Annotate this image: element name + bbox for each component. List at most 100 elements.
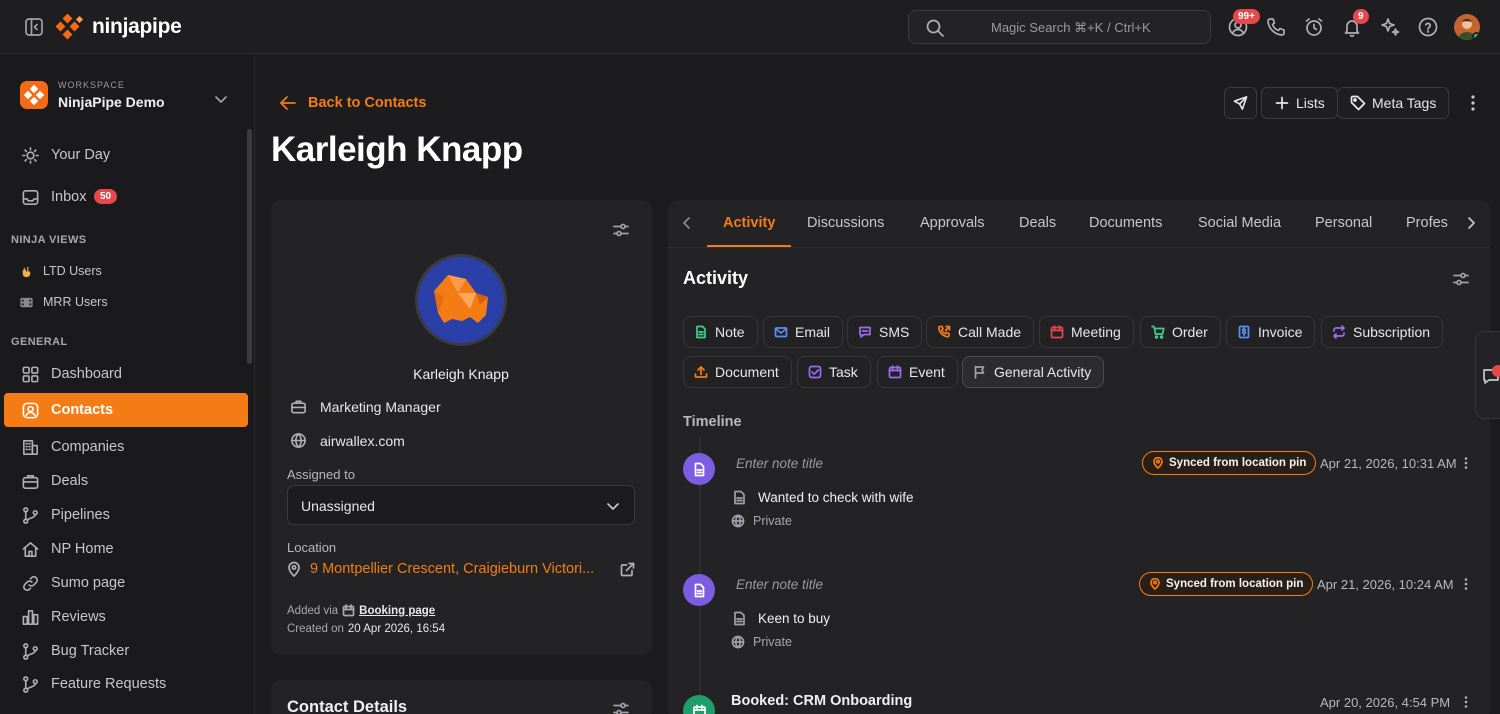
chevron-right-icon[interactable] — [1464, 216, 1478, 230]
briefcase-icon — [21, 472, 40, 491]
sidebar-scrollbar[interactable] — [247, 129, 252, 364]
chip-meeting[interactable]: Meeting — [1039, 316, 1134, 348]
magic-search-input[interactable]: Magic Search ⌘+K / Ctrl+K — [908, 10, 1211, 44]
chip-event[interactable]: Event — [877, 356, 958, 388]
note-title-input[interactable]: Enter note title — [736, 577, 824, 592]
chip-note[interactable]: Note — [683, 316, 758, 348]
sms-icon — [859, 326, 871, 338]
added-via-value[interactable]: Booking page — [359, 604, 436, 617]
sidebar-item-contacts[interactable]: Contacts — [4, 393, 248, 427]
alarm-clock-icon[interactable] — [1303, 16, 1325, 38]
assigned-to-select[interactable]: Unassigned — [287, 485, 635, 525]
calendar-icon — [692, 704, 706, 714]
globe-icon — [731, 514, 745, 528]
phone-icon[interactable] — [1265, 16, 1287, 38]
plus-icon — [1275, 96, 1289, 110]
timeline-timestamp: Apr 21, 2026, 10:31 AM — [1320, 456, 1457, 471]
sidebar-item-label: MRR Users — [43, 295, 108, 309]
sparkles-icon[interactable] — [1379, 16, 1401, 38]
sidebar-item-np-home[interactable]: NP Home — [0, 532, 248, 566]
brand-logo[interactable]: ninjapipe — [56, 14, 182, 40]
job-title: Marketing Manager — [320, 398, 441, 415]
chip-order[interactable]: Order — [1140, 316, 1221, 348]
note-title-input[interactable]: Enter note title — [736, 456, 824, 471]
sidebar-item-your-day[interactable]: Your Day — [0, 138, 248, 172]
sidebar-item-reviews[interactable]: Reviews — [0, 600, 248, 634]
document-icon — [694, 583, 704, 597]
website-row[interactable]: airwallex.com — [290, 432, 405, 449]
timeline-meeting-marker — [683, 695, 715, 714]
repeat-icon — [1333, 325, 1345, 339]
sliders-icon[interactable] — [612, 700, 630, 714]
chip-email[interactable]: Email — [763, 316, 844, 348]
location-link[interactable]: 9 Montpellier Crescent, Craigieburn Vict… — [287, 561, 637, 577]
sidebar-item-feature-requests[interactable]: Feature Requests — [0, 667, 248, 701]
sidebar-item-pipelines[interactable]: Pipelines — [0, 498, 248, 532]
sidebar-toggle-icon[interactable] — [24, 17, 44, 37]
chevron-down-icon — [607, 503, 619, 510]
arrow-left-icon — [280, 96, 296, 110]
sliders-icon[interactable] — [1452, 270, 1470, 288]
tab-personal[interactable]: Personal — [1315, 215, 1373, 231]
user-avatar[interactable] — [1454, 14, 1480, 40]
sidebar-item-label: Inbox — [51, 189, 87, 205]
invoice-icon — [1238, 325, 1250, 339]
tab-deals[interactable]: Deals — [1019, 215, 1057, 231]
contact-icon — [21, 401, 40, 420]
send-button[interactable] — [1224, 87, 1257, 119]
sidebar-item-deals[interactable]: Deals — [0, 464, 248, 498]
chip-call-made[interactable]: Call Made — [926, 316, 1035, 348]
sidebar-item-label: Reviews — [51, 609, 106, 625]
job-title-row: Marketing Manager — [290, 398, 441, 415]
sidebar-item-sumo-page[interactable]: Sumo page — [0, 566, 248, 600]
meta-tags-button[interactable]: Meta Tags — [1337, 87, 1450, 119]
upload-icon — [694, 366, 708, 378]
sidebar-item-bug-tracker[interactable]: Bug Tracker — [0, 634, 248, 668]
lists-label: Lists — [1296, 95, 1325, 111]
workspace-switcher[interactable]: WORKSPACE NinjaPipe Demo — [20, 79, 230, 119]
lists-button[interactable]: Lists — [1261, 87, 1338, 119]
sidebar-item-label: Deals — [51, 473, 89, 489]
sidebar-item-label: LTD Users — [43, 264, 102, 278]
chip-sms[interactable]: SMS — [847, 316, 923, 348]
chip-invoice[interactable]: Invoice — [1226, 316, 1316, 348]
assigned-to-value: Unassigned — [301, 498, 375, 514]
contact-avatar[interactable] — [415, 254, 507, 346]
tab-professional[interactable]: Profes — [1406, 215, 1448, 231]
chip-general-activity[interactable]: General Activity — [962, 356, 1105, 388]
sidebar-item-ltd-users[interactable]: LTD Users — [0, 258, 248, 284]
chip-document[interactable]: Document — [683, 356, 792, 388]
more-options-icon[interactable] — [1466, 94, 1480, 112]
ninja-views-heading: NINJA VIEWS — [11, 234, 87, 246]
back-to-contacts-link[interactable]: Back to Contacts — [278, 93, 426, 113]
hand-horns-icon — [19, 264, 34, 279]
external-link-icon[interactable] — [620, 562, 635, 577]
chat-widget-button[interactable] — [1475, 331, 1500, 419]
entry-options-icon[interactable] — [1461, 577, 1471, 591]
send-icon — [1233, 96, 1248, 110]
sidebar-item-mrr-users[interactable]: MRR Users — [0, 289, 248, 315]
workspace-caption: WORKSPACE — [58, 80, 125, 90]
timeline-timestamp: Apr 21, 2026, 10:24 AM — [1317, 577, 1454, 592]
chevron-left-icon[interactable] — [680, 216, 694, 230]
sidebar-item-dashboard[interactable]: Dashboard — [0, 357, 248, 391]
sliders-icon[interactable] — [612, 221, 630, 239]
sidebar-item-inbox[interactable]: Inbox 50 — [0, 180, 248, 214]
help-icon[interactable] — [1417, 16, 1439, 38]
entry-options-icon[interactable] — [1461, 695, 1471, 709]
entry-options-icon[interactable] — [1461, 456, 1471, 470]
chip-task[interactable]: Task — [797, 356, 871, 388]
sidebar-item-companies[interactable]: Companies — [0, 430, 248, 464]
search-placeholder: Magic Search ⌘+K / Ctrl+K — [991, 20, 1151, 35]
tab-documents[interactable]: Documents — [1089, 215, 1163, 231]
chip-label: Note — [715, 324, 745, 340]
tab-discussions[interactable]: Discussions — [807, 215, 885, 231]
chip-subscription[interactable]: Subscription — [1321, 316, 1444, 348]
tab-activity[interactable]: Activity — [723, 215, 776, 231]
map-pin-icon — [1150, 578, 1160, 590]
online-status-dot — [1472, 32, 1480, 40]
visibility-label: Private — [753, 635, 792, 649]
tab-approvals[interactable]: Approvals — [920, 215, 985, 231]
tab-social-media[interactable]: Social Media — [1198, 215, 1282, 231]
chip-label: Email — [795, 324, 831, 340]
